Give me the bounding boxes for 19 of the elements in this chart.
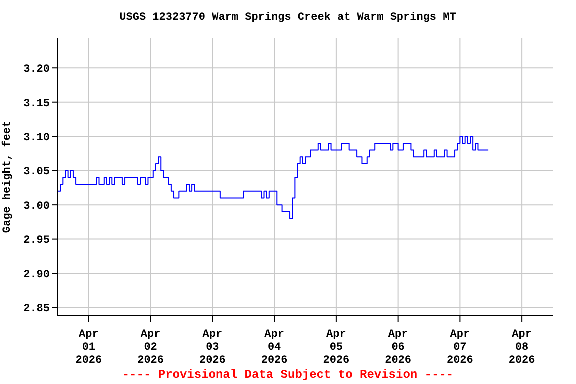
y-tick-label: 2.95 <box>24 235 50 248</box>
y-tick-label: 3.00 <box>24 200 50 213</box>
text: ---- Provisional Data Subject to Revision ---- <box>121 368 455 382</box>
y-tick-label: 3.10 <box>24 132 50 145</box>
x-tick-label: Apr 05 2026 <box>323 329 350 367</box>
x-tick-label: Apr 07 2026 <box>446 329 474 367</box>
y-axis-title: Gage height, feet <box>0 120 14 234</box>
y-tick-label: 3.15 <box>24 98 50 110</box>
x-tick-label: Apr 02 2026 <box>138 329 164 367</box>
x-tick-label: Apr 08 2026 <box>508 329 536 367</box>
x-tick-label: Apr 03 2026 <box>199 329 226 367</box>
y-tick-label: 2.90 <box>24 269 50 282</box>
x-tick-label: Apr 04 2026 <box>261 329 288 367</box>
chart-title: USGS 12323770 Warm Springs Creek at Warm Springs MT <box>118 12 458 24</box>
y-tick-label: 3.05 <box>24 166 50 179</box>
x-tick-label: Apr 01 2026 <box>76 329 102 367</box>
x-tick-label: Apr 06 2026 <box>385 329 412 367</box>
y-tick-label: 2.85 <box>24 304 50 316</box>
y-tick-label: 3.20 <box>24 64 50 76</box>
